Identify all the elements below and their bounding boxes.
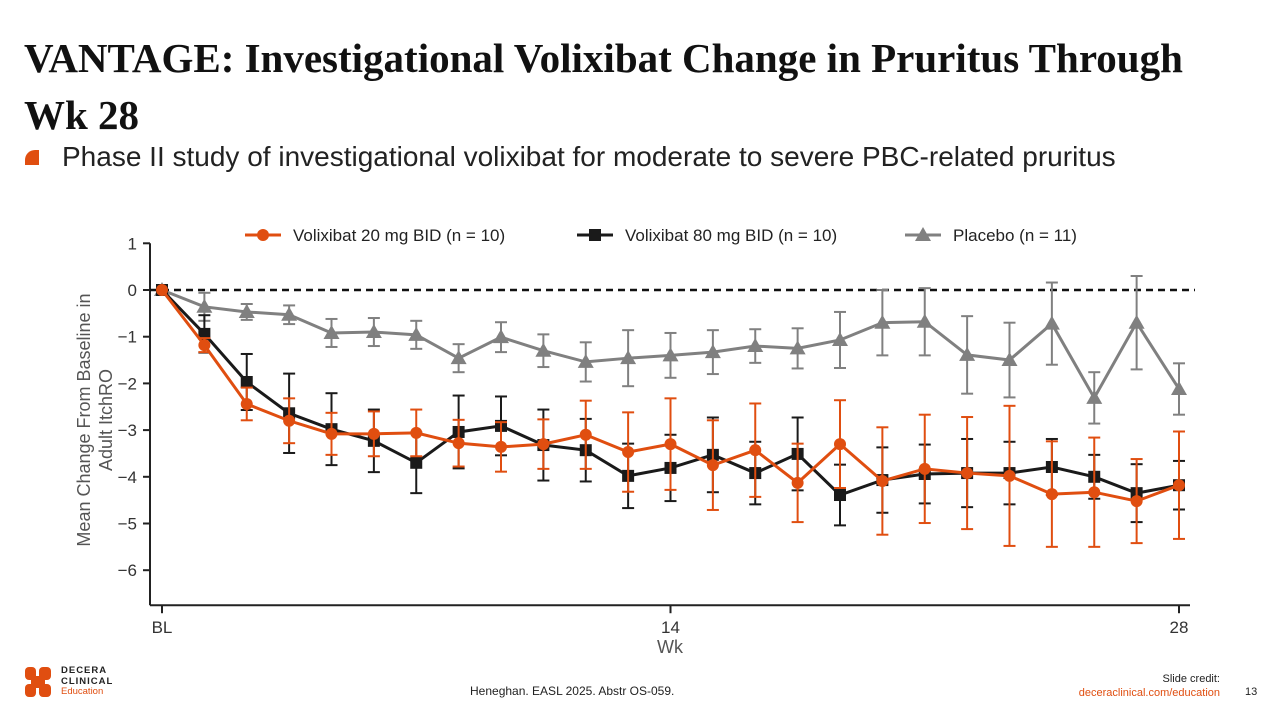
volixibat-80mg-point	[834, 489, 846, 502]
legend-volixibat-20mg-label: Volixibat 20 mg BID (n = 10)	[293, 226, 505, 245]
volixibat-20mg-point	[198, 339, 211, 352]
slide-title: VANTAGE: Investigational Volixibat Chang…	[24, 35, 1183, 138]
volixibat-20mg-point	[367, 427, 380, 440]
volixibat-20mg-point	[1173, 479, 1185, 492]
placebo-point	[1086, 389, 1103, 404]
y-tick-label: 0	[128, 281, 137, 300]
volixibat-20mg-point	[1003, 469, 1016, 482]
logo-mark-icon	[25, 667, 51, 697]
placebo-point	[450, 350, 467, 365]
volixibat-20mg-point	[283, 414, 296, 427]
bullet-text: Phase II study of investigational volixi…	[62, 141, 1116, 172]
y-tick-label: −6	[118, 561, 137, 580]
placebo-point	[577, 353, 594, 368]
placebo-point	[323, 324, 340, 339]
placebo-point	[365, 324, 382, 339]
y-tick-label: −5	[118, 515, 137, 534]
volixibat-20mg-point	[706, 459, 719, 472]
volixibat-20mg-point	[1045, 488, 1058, 501]
citation: Heneghan. EASL 2025. Abstr OS-059.	[470, 684, 675, 698]
volixibat-80mg-point	[198, 327, 211, 340]
legend-placebo-marker	[915, 227, 931, 241]
placebo-point	[832, 331, 848, 346]
volixibat-20mg-point	[791, 476, 804, 489]
bullet-icon	[25, 150, 39, 165]
logo-line1: DECERA	[61, 665, 108, 676]
volixibat-80mg-point	[240, 375, 253, 388]
y-tick-label: −2	[118, 374, 137, 393]
volixibat-20mg-point	[664, 438, 677, 451]
y-tick-label: −3	[118, 421, 137, 440]
y-tick-label: −1	[118, 328, 137, 347]
logo-line3: Education	[61, 686, 104, 697]
volixibat-20mg-point	[452, 437, 465, 450]
placebo-point	[620, 350, 637, 365]
slide-credit: Slide credit: deceraclinical.com/educati…	[1079, 672, 1220, 700]
volixibat-20mg-point	[495, 440, 507, 453]
legend-placebo-label: Placebo (n = 11)	[953, 226, 1077, 245]
y-axis-label: Adult ItchRO	[96, 369, 116, 471]
volixibat-20mg-point	[537, 438, 550, 451]
placebo-point	[493, 329, 509, 344]
placebo-point	[1043, 315, 1060, 330]
placebo-point	[196, 298, 213, 313]
x-tick-label: 14	[661, 618, 680, 637]
placebo-point	[704, 344, 721, 359]
credit-label: Slide credit:	[1162, 673, 1220, 685]
placebo-point	[535, 342, 552, 357]
logo-line2: CLINICAL	[61, 675, 114, 687]
legend-volixibat-20mg-marker	[257, 229, 269, 241]
y-tick-label: −4	[118, 468, 137, 487]
volixibat-20mg-point	[918, 462, 931, 475]
volixibat-20mg-point	[325, 427, 338, 440]
legend-volixibat-80mg-marker	[589, 229, 601, 241]
placebo-point	[916, 313, 933, 328]
placebo-point	[959, 346, 976, 361]
legend-volixibat-80mg-label: Volixibat 80 mg BID (n = 10)	[625, 226, 837, 245]
volixibat-20mg-point	[240, 397, 253, 410]
volixibat-80mg-point	[410, 456, 423, 469]
volixibat-20mg-point	[622, 446, 635, 459]
x-tick-label: BL	[152, 618, 173, 637]
volixibat-20mg-point	[1088, 486, 1101, 499]
placebo-point	[238, 303, 255, 318]
volixibat-20mg-point	[1130, 495, 1143, 508]
volixibat-20mg-point	[156, 284, 168, 296]
y-tick-label: 1	[128, 234, 137, 253]
page-number: 13	[1245, 686, 1258, 698]
placebo-point	[1128, 314, 1145, 329]
placebo-point	[408, 326, 425, 341]
x-axis-label: Wk	[657, 637, 684, 657]
placebo-point	[1171, 381, 1187, 396]
y-axis-label: Mean Change From Baseline in	[74, 293, 94, 546]
x-tick-label: 28	[1170, 618, 1189, 637]
volixibat-20mg-point	[876, 475, 889, 488]
volixibat-20mg-point	[579, 428, 592, 441]
volixibat-20mg-point	[834, 438, 846, 451]
volixibat-20mg-point	[410, 426, 423, 439]
volixibat-20mg-point	[961, 467, 974, 480]
placebo-point	[281, 306, 298, 321]
placebo-point	[747, 338, 764, 353]
placebo-point	[874, 314, 891, 329]
placebo-point	[662, 347, 679, 362]
placebo-point	[1001, 352, 1018, 367]
placebo-point	[789, 340, 806, 355]
credit-link[interactable]: deceraclinical.com/education	[1078, 687, 1220, 699]
volixibat-20mg-point	[749, 444, 762, 457]
